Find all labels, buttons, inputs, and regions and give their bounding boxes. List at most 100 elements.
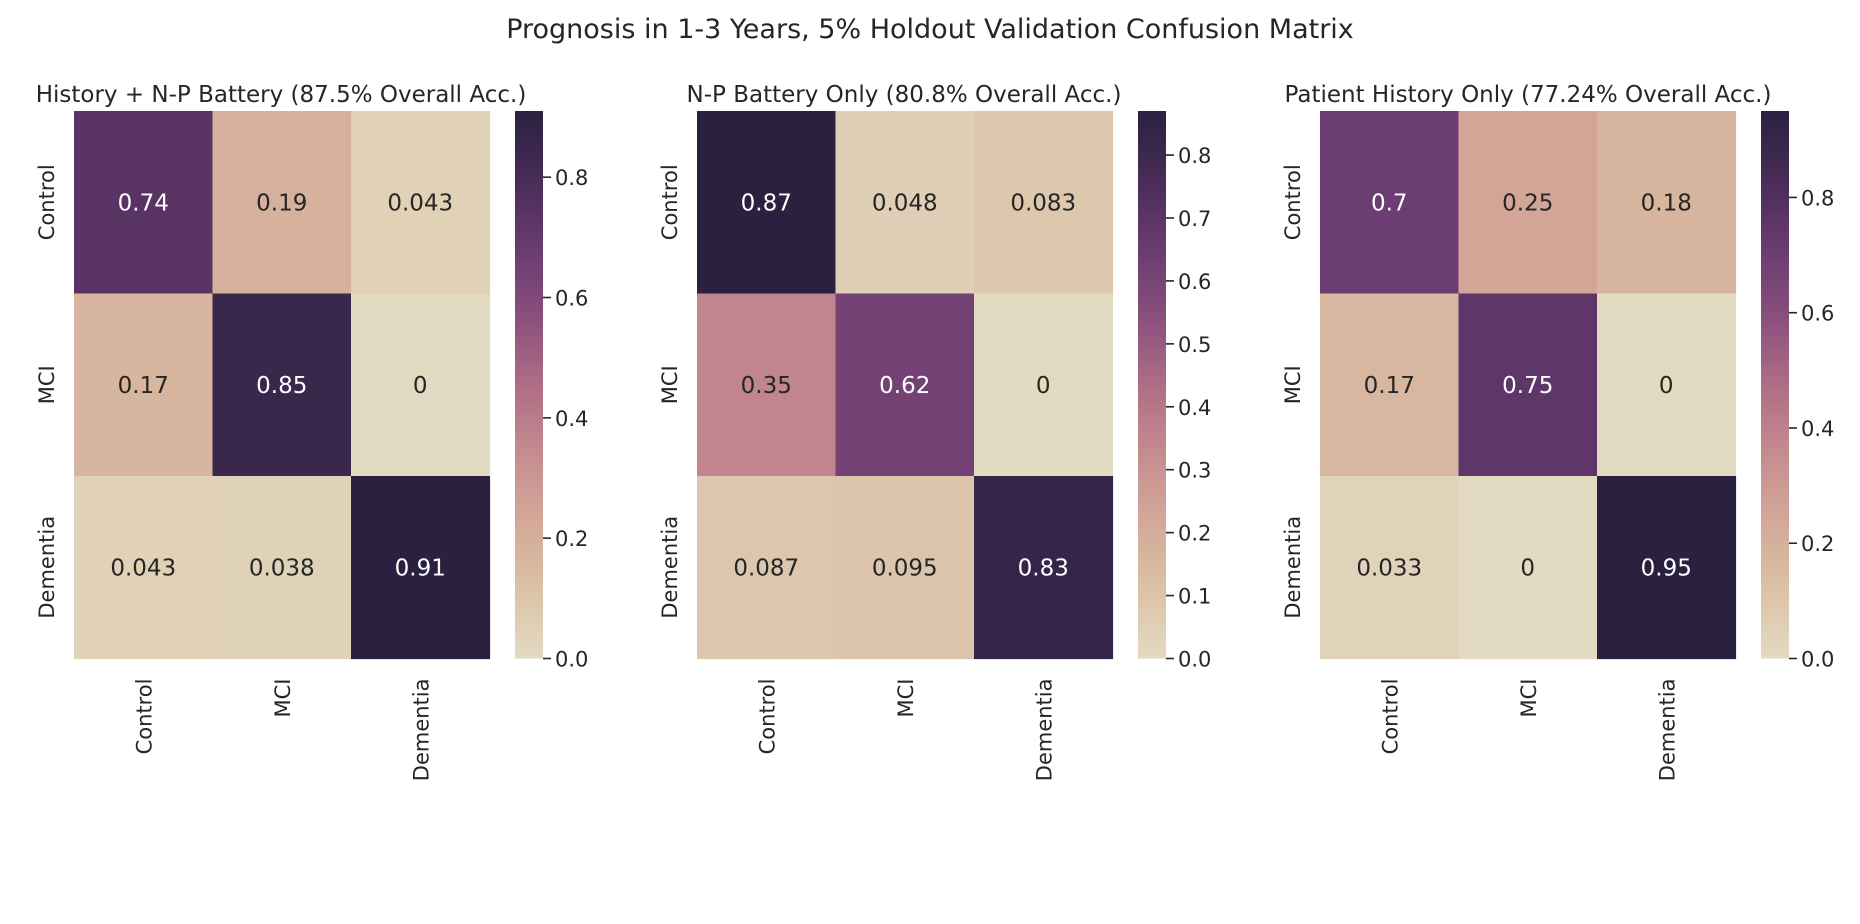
colorbar-tick-label: 0.2 xyxy=(1801,532,1834,556)
colorbar-tick-label: 0.4 xyxy=(1178,396,1211,420)
colorbar-tick-label: 0.0 xyxy=(1178,648,1211,672)
cell-value-label: 0.83 xyxy=(1018,555,1069,581)
cell-value-label: 0.043 xyxy=(387,190,453,216)
colorbar xyxy=(1138,111,1166,659)
heatmap-cell xyxy=(351,476,491,660)
cell-value-label: 0.038 xyxy=(249,555,315,581)
x-tick-label: Dementia xyxy=(1655,679,1679,782)
colorbar-tick-label: 0.0 xyxy=(555,648,588,672)
colorbar xyxy=(1761,111,1789,659)
panel-title: Patient History Only (77.24% Overall Acc… xyxy=(1285,82,1772,108)
x-tick-label: Control xyxy=(1378,679,1402,755)
heatmap-cell xyxy=(974,476,1114,660)
y-tick-label: MCI xyxy=(658,365,682,404)
heatmap-cell xyxy=(974,111,1114,295)
colorbar-tick-label: 0.2 xyxy=(555,527,588,551)
heatmap-cell xyxy=(1320,476,1460,660)
cell-value-label: 0.7 xyxy=(1371,190,1408,216)
cell-value-label: 0.17 xyxy=(118,373,169,399)
heatmap-panel-2: N-P Battery Only (80.8% Overall Acc.) 0.8… xyxy=(658,82,1211,781)
cell-value-label: 0.095 xyxy=(872,555,938,581)
colorbar-tick-label: 0.8 xyxy=(555,166,588,190)
y-tick-label: MCI xyxy=(35,365,59,404)
y-tick-label: Dementia xyxy=(1281,516,1305,619)
heatmap-cell xyxy=(835,111,975,295)
heatmap-cell xyxy=(1597,111,1737,295)
x-tick-label: Control xyxy=(755,679,779,755)
heatmap-cell xyxy=(1458,476,1598,660)
heatmap-cell xyxy=(74,111,214,295)
x-tick-label: Dementia xyxy=(1032,679,1056,782)
heatmap-cell xyxy=(697,476,837,660)
cell-value-label: 0.85 xyxy=(256,373,307,399)
cell-value-label: 0.18 xyxy=(1641,190,1692,216)
heatmap-cell xyxy=(212,111,352,295)
heatmap-cell xyxy=(1458,293,1598,477)
y-tick-label: Dementia xyxy=(35,516,59,619)
cell-value-label: 0.17 xyxy=(1364,373,1415,399)
cell-value-label: 0.75 xyxy=(1502,373,1553,399)
panel-title: History + N-P Battery (87.5% Overall Acc… xyxy=(36,82,527,108)
heatmap-cell xyxy=(1597,293,1737,477)
x-tick-label: Control xyxy=(132,679,156,755)
heatmap-cell xyxy=(74,293,214,477)
heatmap-cell xyxy=(1320,111,1460,295)
cell-value-label: 0.62 xyxy=(879,373,930,399)
heatmap-cell xyxy=(1458,111,1598,295)
colorbar-tick-label: 0.0 xyxy=(1801,648,1834,672)
colorbar-tick-label: 0.1 xyxy=(1178,585,1211,609)
cell-value-label: 0 xyxy=(1520,555,1535,581)
x-tick-label: Dementia xyxy=(409,679,433,782)
heatmap-cell xyxy=(1597,476,1737,660)
panel-title: N-P Battery Only (80.8% Overall Acc.) xyxy=(687,82,1122,108)
heatmap-cell xyxy=(974,293,1114,477)
colorbar-tick-label: 0.5 xyxy=(1178,333,1211,357)
colorbar-tick-label: 0.8 xyxy=(1178,144,1211,168)
colorbar-tick-label: 0.2 xyxy=(1178,522,1211,546)
heatmap-cell xyxy=(835,476,975,660)
y-tick-label: Control xyxy=(658,164,682,240)
cell-value-label: 0.048 xyxy=(872,190,938,216)
y-tick-label: MCI xyxy=(1281,365,1305,404)
cell-value-label: 0.043 xyxy=(110,555,176,581)
cell-value-label: 0.35 xyxy=(741,373,792,399)
cell-value-label: 0 xyxy=(1036,373,1051,399)
colorbar-tick-label: 0.3 xyxy=(1178,459,1211,483)
y-tick-label: Control xyxy=(1281,164,1305,240)
colorbar-tick-label: 0.6 xyxy=(1178,270,1211,294)
figure-title: Prognosis in 1-3 Years, 5% Holdout Valid… xyxy=(506,14,1354,45)
heatmap-cell xyxy=(74,476,214,660)
cell-value-label: 0.25 xyxy=(1502,190,1553,216)
y-tick-label: Dementia xyxy=(658,516,682,619)
heatmap-cell xyxy=(212,293,352,477)
cell-value-label: 0.033 xyxy=(1356,555,1422,581)
heatmap-cell xyxy=(212,476,352,660)
colorbar-tick-label: 0.4 xyxy=(1801,417,1834,441)
x-tick-label: MCI xyxy=(1517,679,1541,718)
x-tick-label: MCI xyxy=(271,679,295,718)
cell-value-label: 0 xyxy=(1659,373,1674,399)
heatmap-cell xyxy=(351,111,491,295)
y-tick-label: Control xyxy=(35,164,59,240)
colorbar-tick-label: 0.4 xyxy=(555,407,588,431)
colorbar-tick-label: 0.6 xyxy=(1801,302,1834,326)
heatmap-cell xyxy=(697,293,837,477)
cell-value-label: 0.74 xyxy=(118,190,169,216)
cell-value-label: 0.087 xyxy=(733,555,799,581)
colorbar-tick-label: 0.7 xyxy=(1178,207,1211,231)
cell-value-label: 0.87 xyxy=(741,190,792,216)
cell-value-label: 0 xyxy=(413,373,428,399)
cell-value-label: 0.083 xyxy=(1010,190,1076,216)
heatmap-cell xyxy=(1320,293,1460,477)
x-tick-label: MCI xyxy=(894,679,918,718)
heatmap-cell xyxy=(351,293,491,477)
heatmap-panel-1: History + N-P Battery (87.5% Overall Acc… xyxy=(35,82,588,781)
heatmap-panel-3: Patient History Only (77.24% Overall Acc… xyxy=(1281,82,1834,781)
colorbar-tick-label: 0.6 xyxy=(555,287,588,311)
cell-value-label: 0.19 xyxy=(256,190,307,216)
heatmap-cell xyxy=(835,293,975,477)
panels: History + N-P Battery (87.5% Overall Acc… xyxy=(35,82,1834,781)
cell-value-label: 0.95 xyxy=(1641,555,1692,581)
colorbar-tick-label: 0.8 xyxy=(1801,186,1834,210)
